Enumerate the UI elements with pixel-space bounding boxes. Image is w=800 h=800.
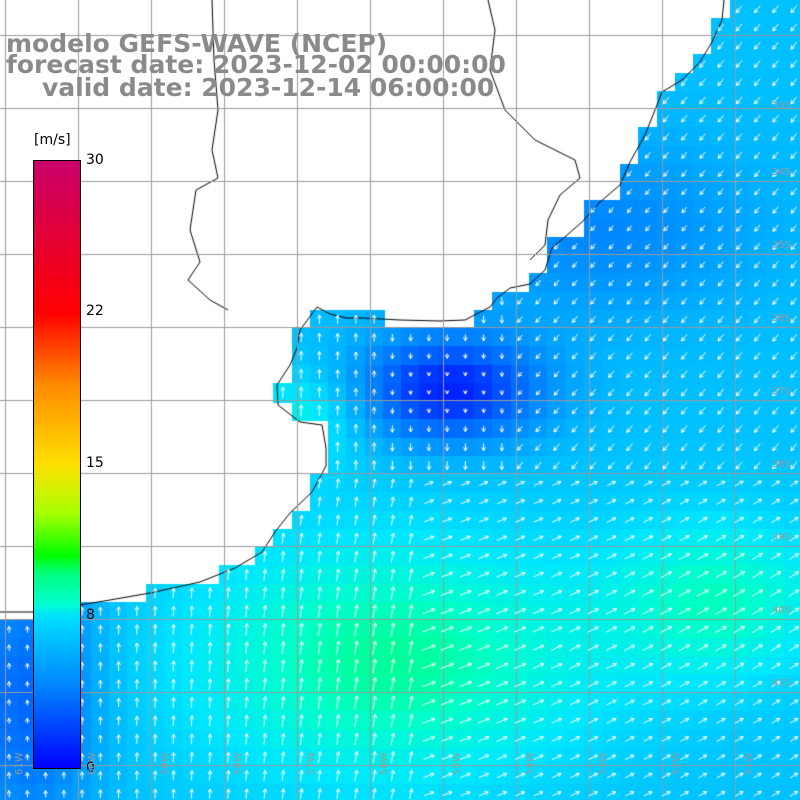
map-title-valid-date: valid date: 2023-12-14 06:00:00 bbox=[42, 73, 495, 102]
lon-label: 55W bbox=[452, 752, 463, 775]
lat-label: 40S bbox=[772, 605, 792, 616]
lat-label: 35S bbox=[772, 240, 792, 251]
lat-label: 37S bbox=[772, 386, 792, 397]
lat-label: 38S bbox=[772, 459, 792, 470]
colorbar-tick-30: 30 bbox=[86, 152, 104, 168]
lon-label: 52W bbox=[671, 752, 682, 775]
lat-label: 34S bbox=[772, 167, 792, 178]
lat-label: 41S bbox=[772, 678, 792, 689]
lon-label: 58W bbox=[233, 752, 244, 775]
lon-label: 54W bbox=[525, 752, 536, 775]
map-title-model: modelo GEFS-WAVE (NCEP) bbox=[6, 29, 388, 58]
colorbar-tick-0: 0 bbox=[86, 760, 95, 776]
colorbar-tick-8: 8 bbox=[86, 607, 95, 623]
lat-label: 36S bbox=[772, 313, 792, 324]
map-title-forecast-date: forecast date: 2023-12-02 00:00:00 bbox=[6, 50, 506, 79]
lon-label: 61W bbox=[14, 752, 25, 775]
lon-label: 60W bbox=[87, 752, 98, 775]
lat-label: 39S bbox=[772, 532, 792, 543]
colorbar-unit: [m/s] bbox=[34, 132, 71, 148]
lon-label: 57W bbox=[306, 752, 317, 775]
lat-label: 33S bbox=[772, 101, 792, 112]
colorbar-tick-22: 22 bbox=[86, 303, 104, 319]
lon-label: 53W bbox=[598, 752, 609, 775]
colorbar-tick-15: 15 bbox=[86, 455, 104, 471]
lon-label: 51W bbox=[744, 752, 755, 775]
lon-label: 59W bbox=[160, 752, 171, 775]
colorbar bbox=[33, 160, 81, 769]
lon-label: 56W bbox=[379, 752, 390, 775]
